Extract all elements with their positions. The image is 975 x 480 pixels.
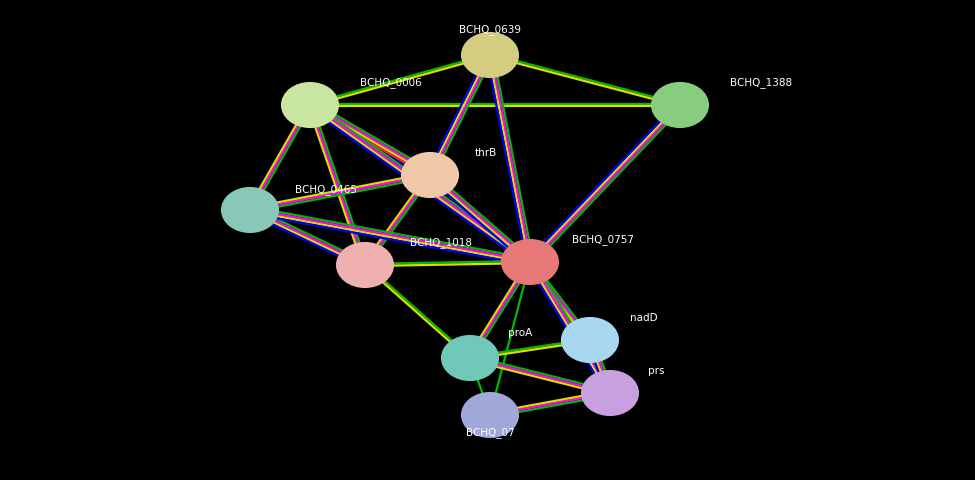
Ellipse shape bbox=[462, 33, 518, 77]
Text: BCHQ_0757: BCHQ_0757 bbox=[572, 234, 634, 245]
Text: BCHQ_1018: BCHQ_1018 bbox=[410, 237, 472, 248]
Text: BCHQ_0006: BCHQ_0006 bbox=[360, 77, 422, 88]
Text: prs: prs bbox=[648, 366, 665, 376]
Ellipse shape bbox=[282, 83, 338, 127]
Ellipse shape bbox=[652, 83, 708, 127]
Text: BCHQ_0465: BCHQ_0465 bbox=[295, 184, 357, 195]
Ellipse shape bbox=[582, 371, 638, 415]
Ellipse shape bbox=[222, 188, 278, 232]
Ellipse shape bbox=[402, 153, 458, 197]
Ellipse shape bbox=[442, 336, 498, 380]
Text: proA: proA bbox=[508, 328, 532, 338]
Text: nadD: nadD bbox=[630, 313, 657, 323]
Text: thrB: thrB bbox=[475, 148, 497, 158]
Ellipse shape bbox=[562, 318, 618, 362]
Text: BCHQ_07: BCHQ_07 bbox=[466, 427, 515, 438]
Ellipse shape bbox=[337, 243, 393, 287]
Ellipse shape bbox=[502, 240, 558, 284]
Ellipse shape bbox=[462, 393, 518, 437]
Text: BCHQ_0639: BCHQ_0639 bbox=[459, 24, 521, 35]
Text: BCHQ_1388: BCHQ_1388 bbox=[730, 77, 792, 88]
